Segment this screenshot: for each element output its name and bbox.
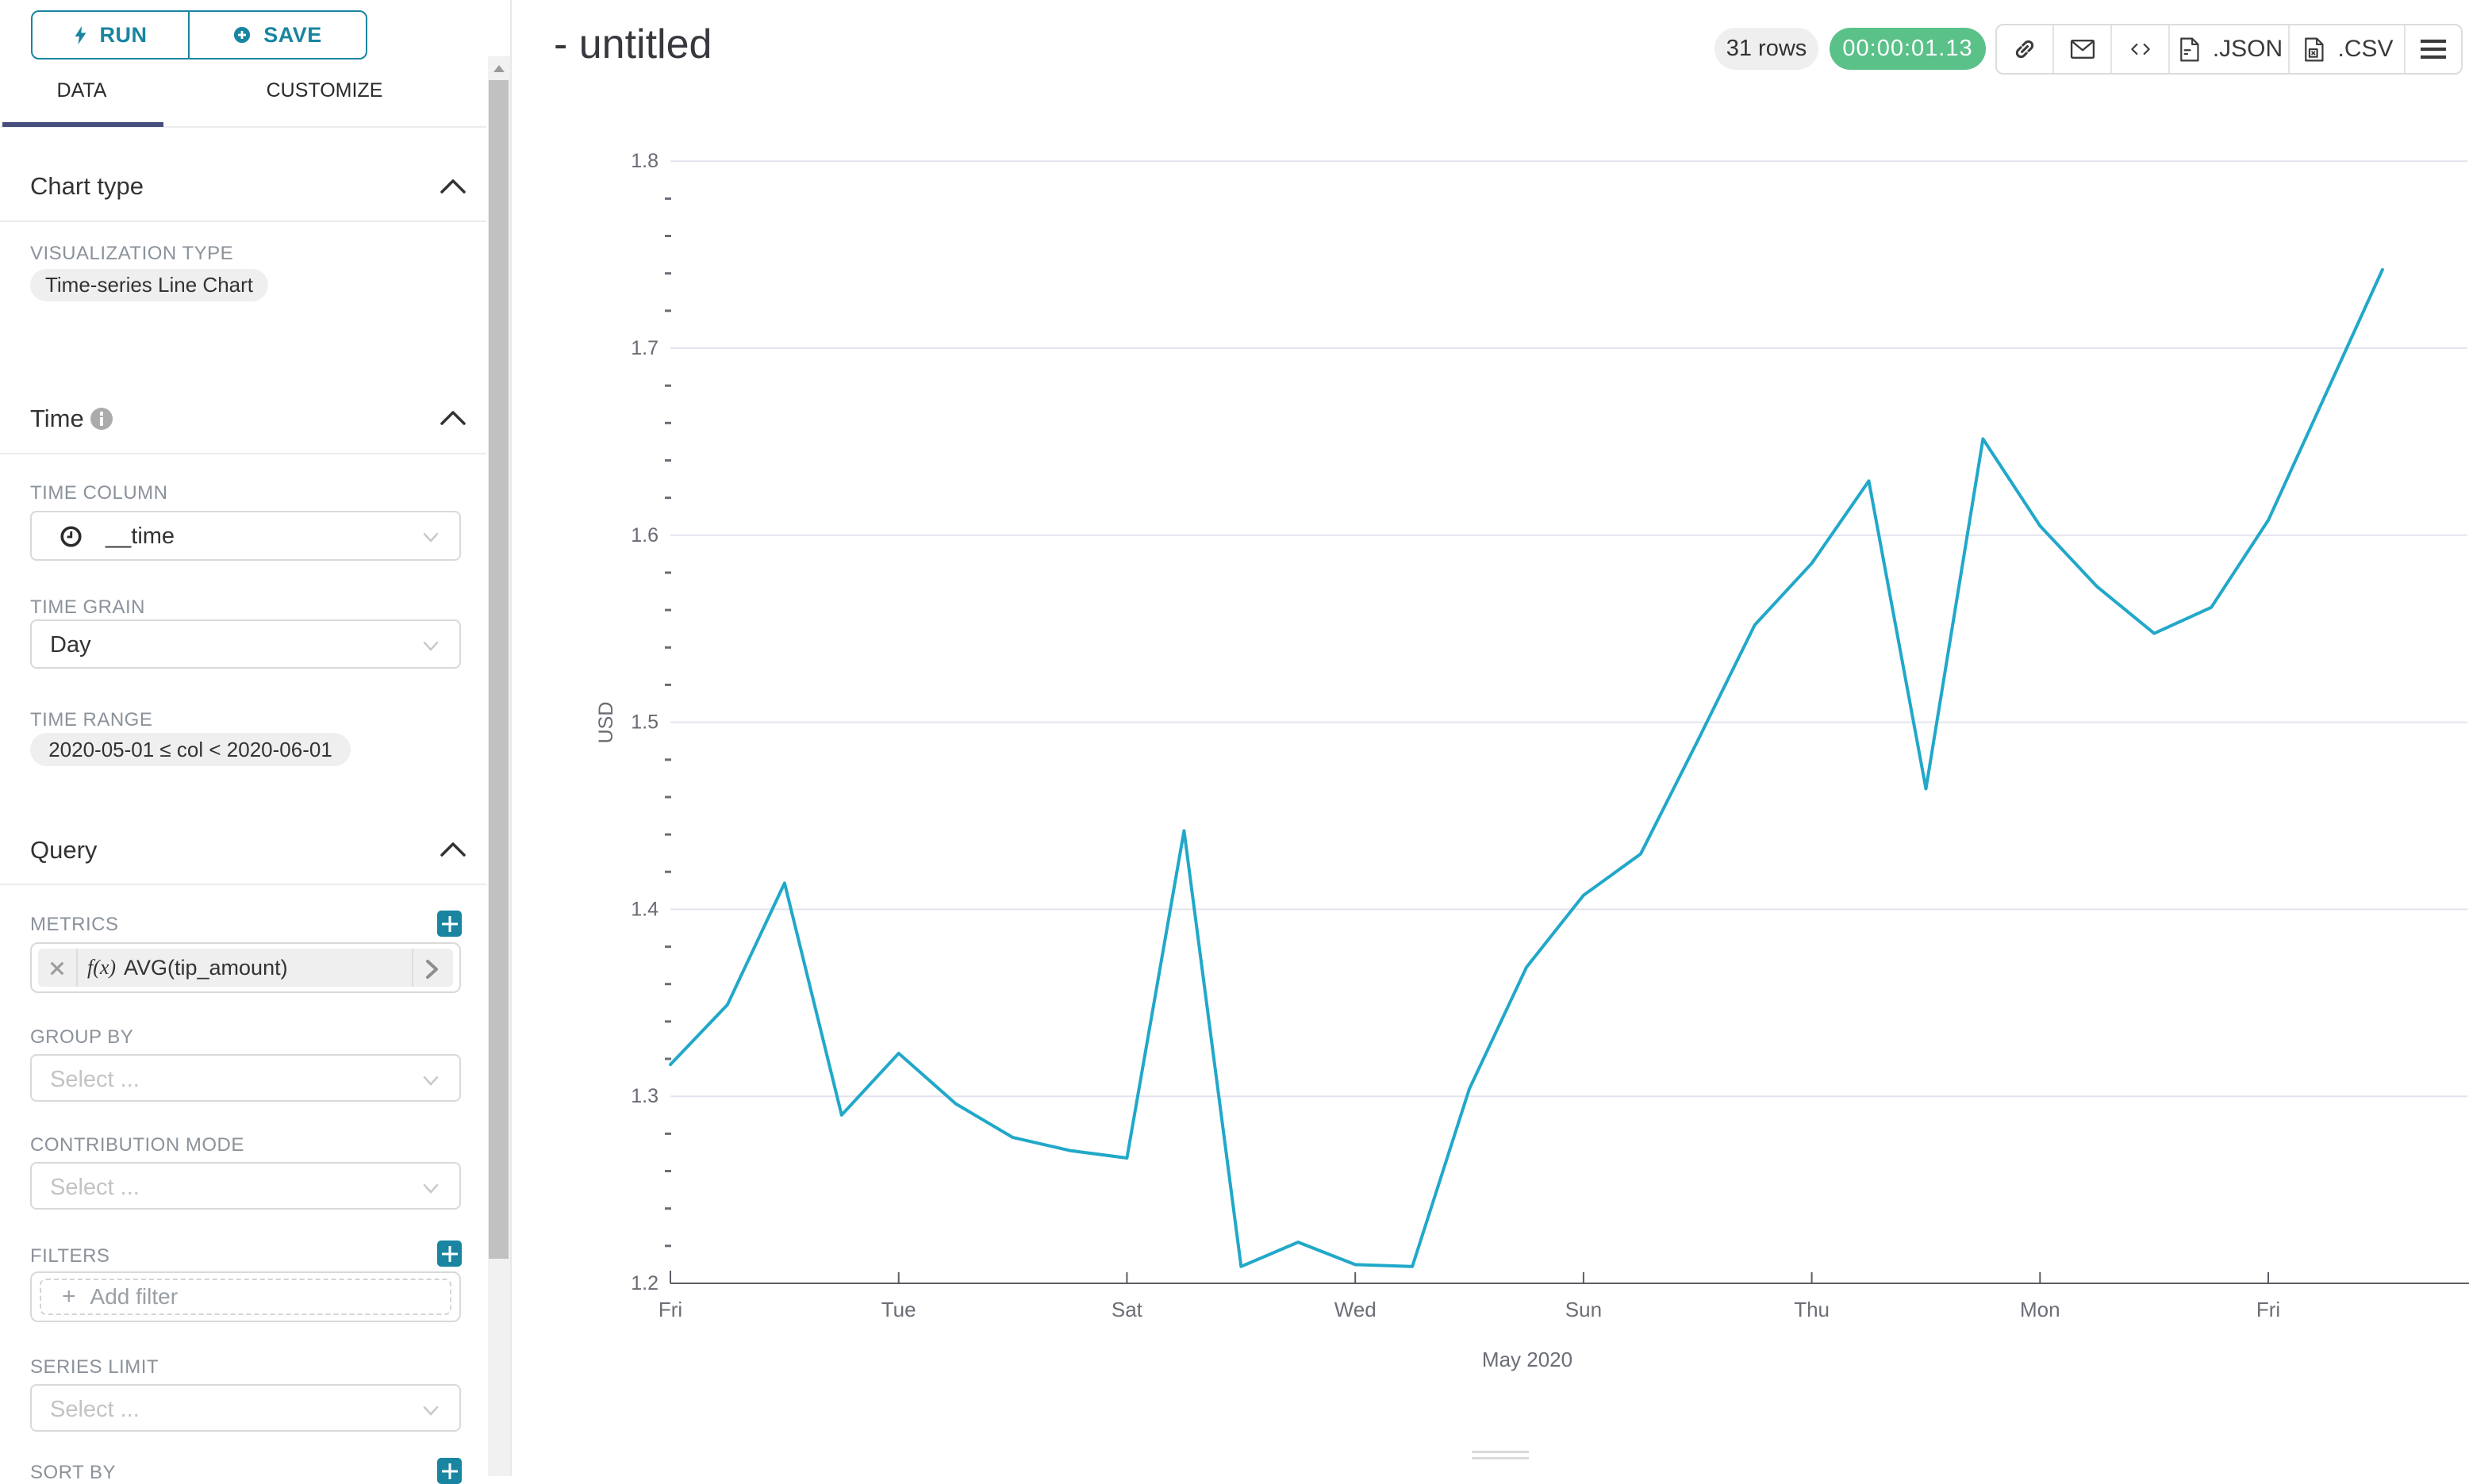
svg-text:Thu: Thu bbox=[1794, 1298, 1830, 1321]
svg-text:1.7: 1.7 bbox=[631, 337, 659, 359]
svg-text:Wed: Wed bbox=[1334, 1298, 1377, 1321]
svg-text:1.5: 1.5 bbox=[631, 711, 659, 734]
svg-text:Sun: Sun bbox=[1565, 1298, 1602, 1321]
svg-text:Mon: Mon bbox=[2020, 1298, 2060, 1321]
svg-text:Fri: Fri bbox=[2256, 1298, 2280, 1321]
svg-text:1.3: 1.3 bbox=[631, 1085, 659, 1107]
svg-text:1.2: 1.2 bbox=[631, 1272, 659, 1294]
svg-text:Sat: Sat bbox=[1112, 1298, 1143, 1321]
svg-text:1.8: 1.8 bbox=[631, 150, 659, 172]
svg-text:USD: USD bbox=[595, 702, 617, 744]
svg-text:Tue: Tue bbox=[881, 1298, 916, 1321]
svg-text:1.6: 1.6 bbox=[631, 524, 659, 546]
svg-text:Fri: Fri bbox=[659, 1298, 682, 1321]
svg-text:May 2020: May 2020 bbox=[1482, 1348, 1572, 1371]
svg-text:1.4: 1.4 bbox=[631, 898, 659, 920]
